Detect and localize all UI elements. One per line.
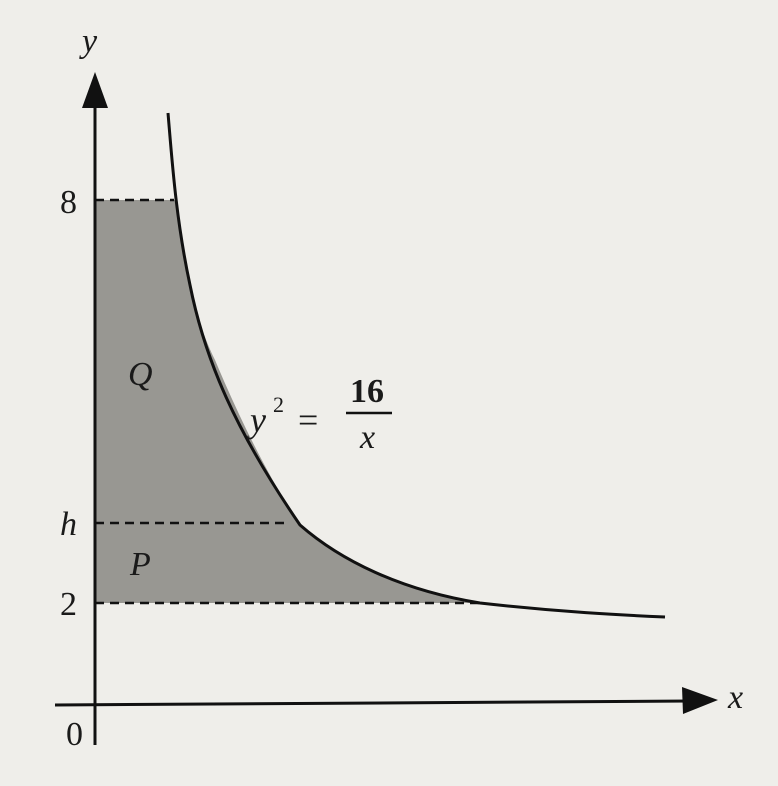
y-mark-label: 2: [60, 586, 77, 623]
equation-exponent: 2: [273, 392, 284, 417]
equation-denominator: x: [359, 419, 375, 456]
region-label: Q: [128, 356, 153, 393]
curve: [166, 112, 666, 619]
x-axis-label: x: [727, 679, 743, 716]
shaded-region: [95, 200, 480, 603]
y-axis-label: y: [79, 23, 98, 60]
x-axis: [54, 699, 691, 707]
y-mark-label: h: [60, 506, 77, 543]
x-arrow: [682, 687, 718, 714]
region-label: P: [129, 546, 151, 583]
y-arrow: [82, 72, 108, 108]
equation-numerator: 16: [350, 373, 384, 410]
equation-lhs: y: [247, 400, 266, 440]
equation-equals: =: [298, 400, 318, 440]
y-mark-label: 8: [60, 184, 77, 221]
origin-label: 0: [66, 716, 83, 753]
